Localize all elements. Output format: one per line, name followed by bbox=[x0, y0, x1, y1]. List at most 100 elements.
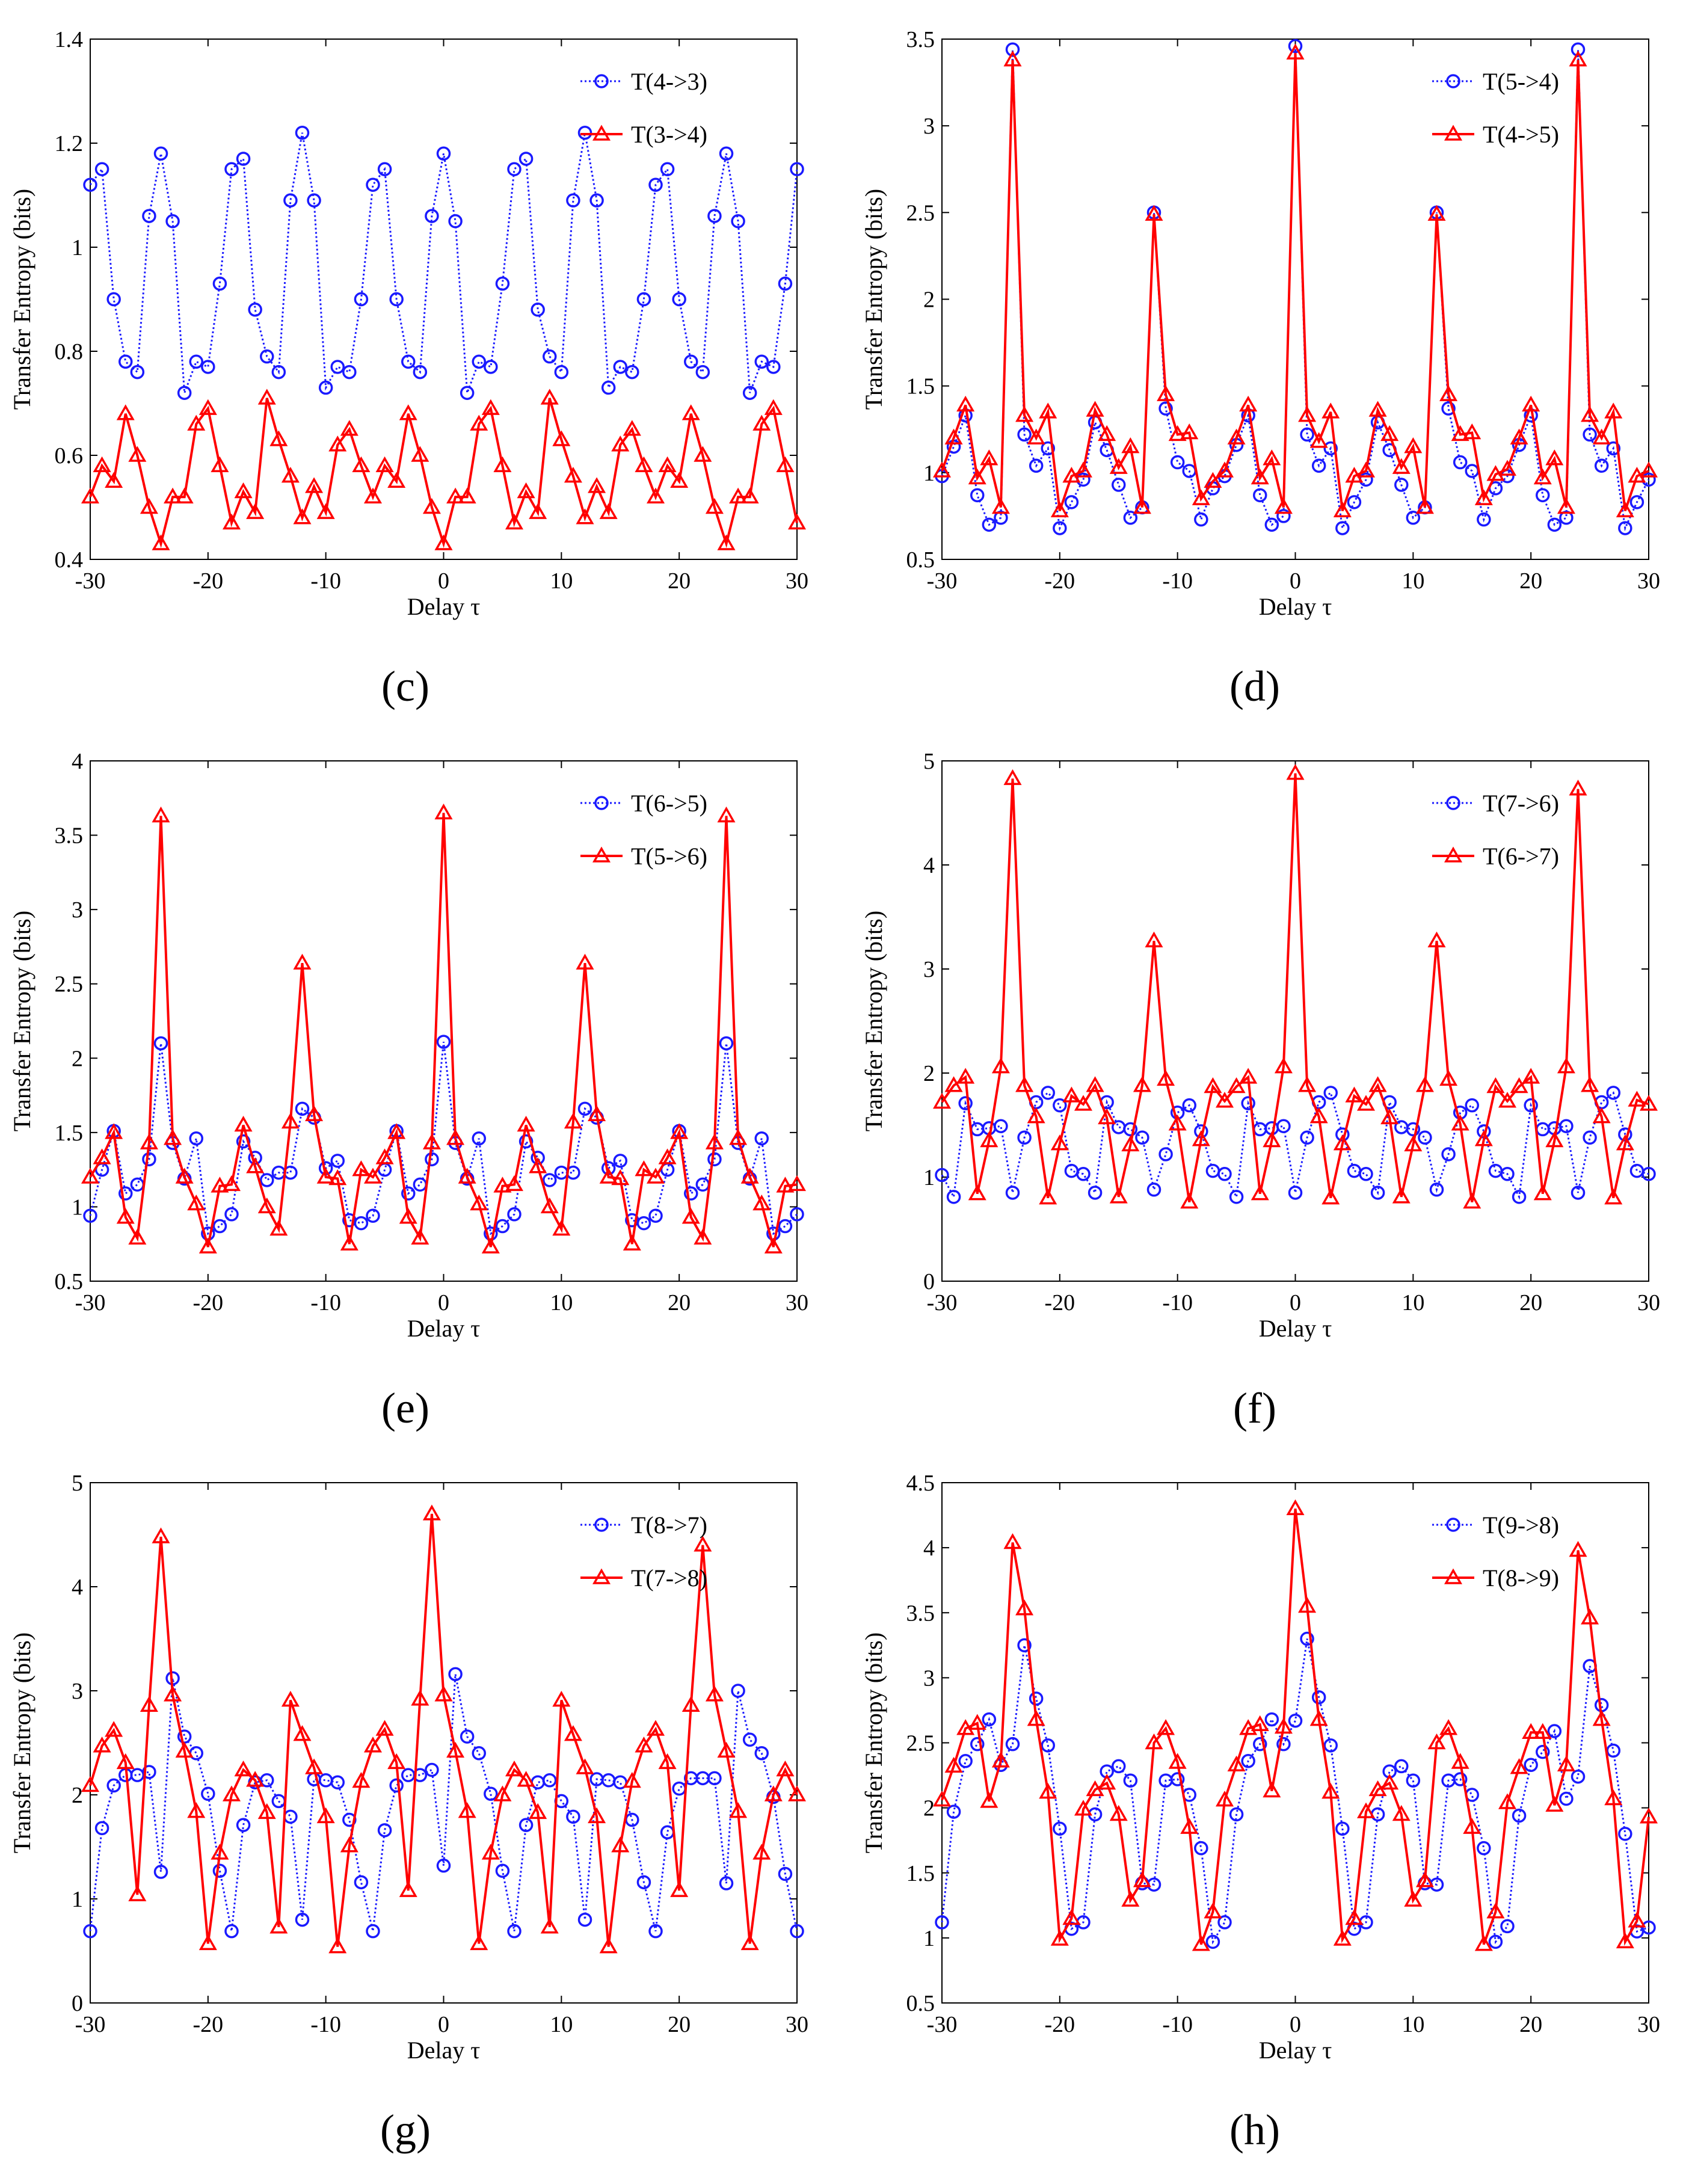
chart-h-point bbox=[932, 1791, 952, 1807]
chart-c-legend-marker bbox=[594, 74, 609, 88]
chart-e-point bbox=[118, 1186, 133, 1201]
chart-g-point bbox=[363, 1736, 383, 1753]
caption-f: (f) bbox=[1233, 1384, 1276, 1432]
chart-d-point bbox=[1394, 478, 1409, 492]
chart-c-ylabel: Transfer Entropy (bits) bbox=[8, 189, 35, 410]
chart-f-point bbox=[1641, 1167, 1656, 1181]
chart-d-point bbox=[1194, 512, 1208, 527]
chart-e-legend-marker bbox=[594, 796, 609, 810]
chart-e-point bbox=[636, 1216, 651, 1231]
chart-d-point bbox=[1168, 425, 1187, 441]
chart-g-point bbox=[234, 1760, 253, 1777]
chart-d-point bbox=[1121, 437, 1140, 454]
chart-e: -30 -20 -10 0 10 20 30 0.5 1 1.5 2 2.5 3 3.5 4 Delay τ T… bbox=[8, 749, 808, 1342]
chart-d-xtick-label: -30 bbox=[927, 568, 958, 594]
chart-g-point bbox=[187, 1802, 206, 1818]
chart-e-xtick-label: -10 bbox=[310, 1290, 341, 1315]
chart-h-series-red bbox=[932, 1499, 1658, 1951]
chart-d-ytick-label: 2.5 bbox=[906, 200, 935, 226]
chart-f-point bbox=[1146, 1183, 1161, 1197]
chart-e-point bbox=[481, 1237, 500, 1253]
chart-h-point bbox=[1439, 1719, 1458, 1735]
chart-h-point bbox=[1050, 1930, 1069, 1946]
chart-d-ytick-label: 3.5 bbox=[906, 27, 935, 52]
chart-c-point bbox=[260, 349, 274, 364]
chart-g-point bbox=[670, 1881, 689, 1897]
chart-h-ytick-label: 1.5 bbox=[906, 1861, 935, 1886]
chart-d-point bbox=[1027, 428, 1045, 444]
chart-h-point bbox=[1133, 1871, 1151, 1887]
chart-e-point bbox=[470, 1194, 488, 1211]
chart-h-ytick-label: 1 bbox=[923, 1926, 935, 1951]
chart-f-point bbox=[1463, 1192, 1481, 1209]
chart-f-point bbox=[1309, 1107, 1328, 1124]
chart-c-point bbox=[164, 487, 182, 503]
chart-d-point bbox=[1498, 460, 1517, 476]
chart-g-point bbox=[293, 1725, 312, 1741]
chart-e-ytick-label: 4 bbox=[72, 749, 83, 774]
chart-c-point bbox=[201, 360, 215, 374]
chart-g-point bbox=[460, 1729, 475, 1744]
chart-h-point bbox=[1569, 1540, 1587, 1557]
chart-d-point bbox=[1639, 461, 1658, 478]
chart-d-point bbox=[1321, 402, 1340, 419]
chart-h-point bbox=[1406, 1773, 1421, 1788]
chart-c-xtick-label: -30 bbox=[75, 568, 106, 594]
chart-g-point bbox=[116, 1753, 135, 1770]
chart-g-ytick-label: 4 bbox=[72, 1575, 83, 1600]
chart-e-xtick-label: 20 bbox=[668, 1290, 691, 1315]
chart-h-point bbox=[1241, 1754, 1255, 1768]
chart-c-point bbox=[257, 389, 276, 405]
chart-g-point bbox=[283, 1809, 298, 1824]
chart-e-point bbox=[458, 1167, 476, 1184]
chart-f-point bbox=[1359, 1167, 1373, 1181]
chart-h-point bbox=[1286, 1499, 1305, 1515]
chart-f-point bbox=[968, 1184, 986, 1201]
chart-d-point bbox=[1170, 455, 1185, 470]
chart-d-legend-marker bbox=[1444, 125, 1463, 141]
chart-g-point bbox=[588, 1807, 606, 1824]
chart-g-point bbox=[493, 1785, 512, 1801]
chart-h-point bbox=[980, 1792, 998, 1808]
chart-d-point bbox=[1098, 425, 1116, 441]
chart-e-point bbox=[236, 1134, 251, 1149]
chart-f-point bbox=[1182, 1098, 1196, 1113]
chart-c-point bbox=[742, 386, 757, 400]
chart-h-point bbox=[935, 1915, 949, 1930]
chart-f-point bbox=[1088, 1186, 1103, 1200]
chart-e-point bbox=[93, 1148, 111, 1164]
chart-e-point bbox=[81, 1167, 100, 1184]
chart-h-point bbox=[1288, 1713, 1303, 1728]
chart-g-point bbox=[576, 1758, 594, 1774]
chart-g-point bbox=[93, 1736, 111, 1753]
chart-g-point bbox=[142, 1765, 156, 1779]
chart-f-point bbox=[1486, 1077, 1505, 1094]
chart-f-point bbox=[1158, 1147, 1173, 1161]
chart-d-point bbox=[1486, 465, 1505, 481]
chart-f-point bbox=[1581, 1076, 1599, 1092]
chart-c-point bbox=[434, 534, 453, 550]
chart-d-point bbox=[1522, 395, 1540, 412]
chart-f-point bbox=[1274, 1057, 1293, 1074]
chart-e-point bbox=[354, 1216, 369, 1231]
chart-c-ytick-label: 0.8 bbox=[55, 339, 84, 365]
chart-d-point bbox=[956, 395, 975, 412]
chart-g-point bbox=[318, 1773, 333, 1788]
chart-g-legend-marker bbox=[592, 1568, 611, 1584]
chart-h-point bbox=[991, 1752, 1010, 1768]
chart-h-point bbox=[1053, 1821, 1067, 1836]
chart-c-point bbox=[198, 399, 217, 415]
chart-f-point bbox=[958, 1096, 973, 1110]
chart-f-point bbox=[1498, 1092, 1517, 1108]
chart-c-ytick-label: 0.4 bbox=[55, 547, 84, 573]
chart-d-point bbox=[1192, 489, 1210, 505]
chart-c-point bbox=[401, 354, 416, 369]
chart-e-ytick-label: 2 bbox=[72, 1046, 83, 1071]
chart-h-point bbox=[1170, 1772, 1185, 1786]
chart-c-point bbox=[484, 360, 498, 374]
chart-d-point bbox=[1606, 441, 1620, 456]
chart-f-point bbox=[1003, 769, 1022, 786]
chart-h-ytick-label: 4 bbox=[923, 1536, 935, 1561]
chart-h-legend-label: T(8->9) bbox=[1483, 1564, 1559, 1592]
chart-h-point bbox=[1641, 1920, 1656, 1935]
